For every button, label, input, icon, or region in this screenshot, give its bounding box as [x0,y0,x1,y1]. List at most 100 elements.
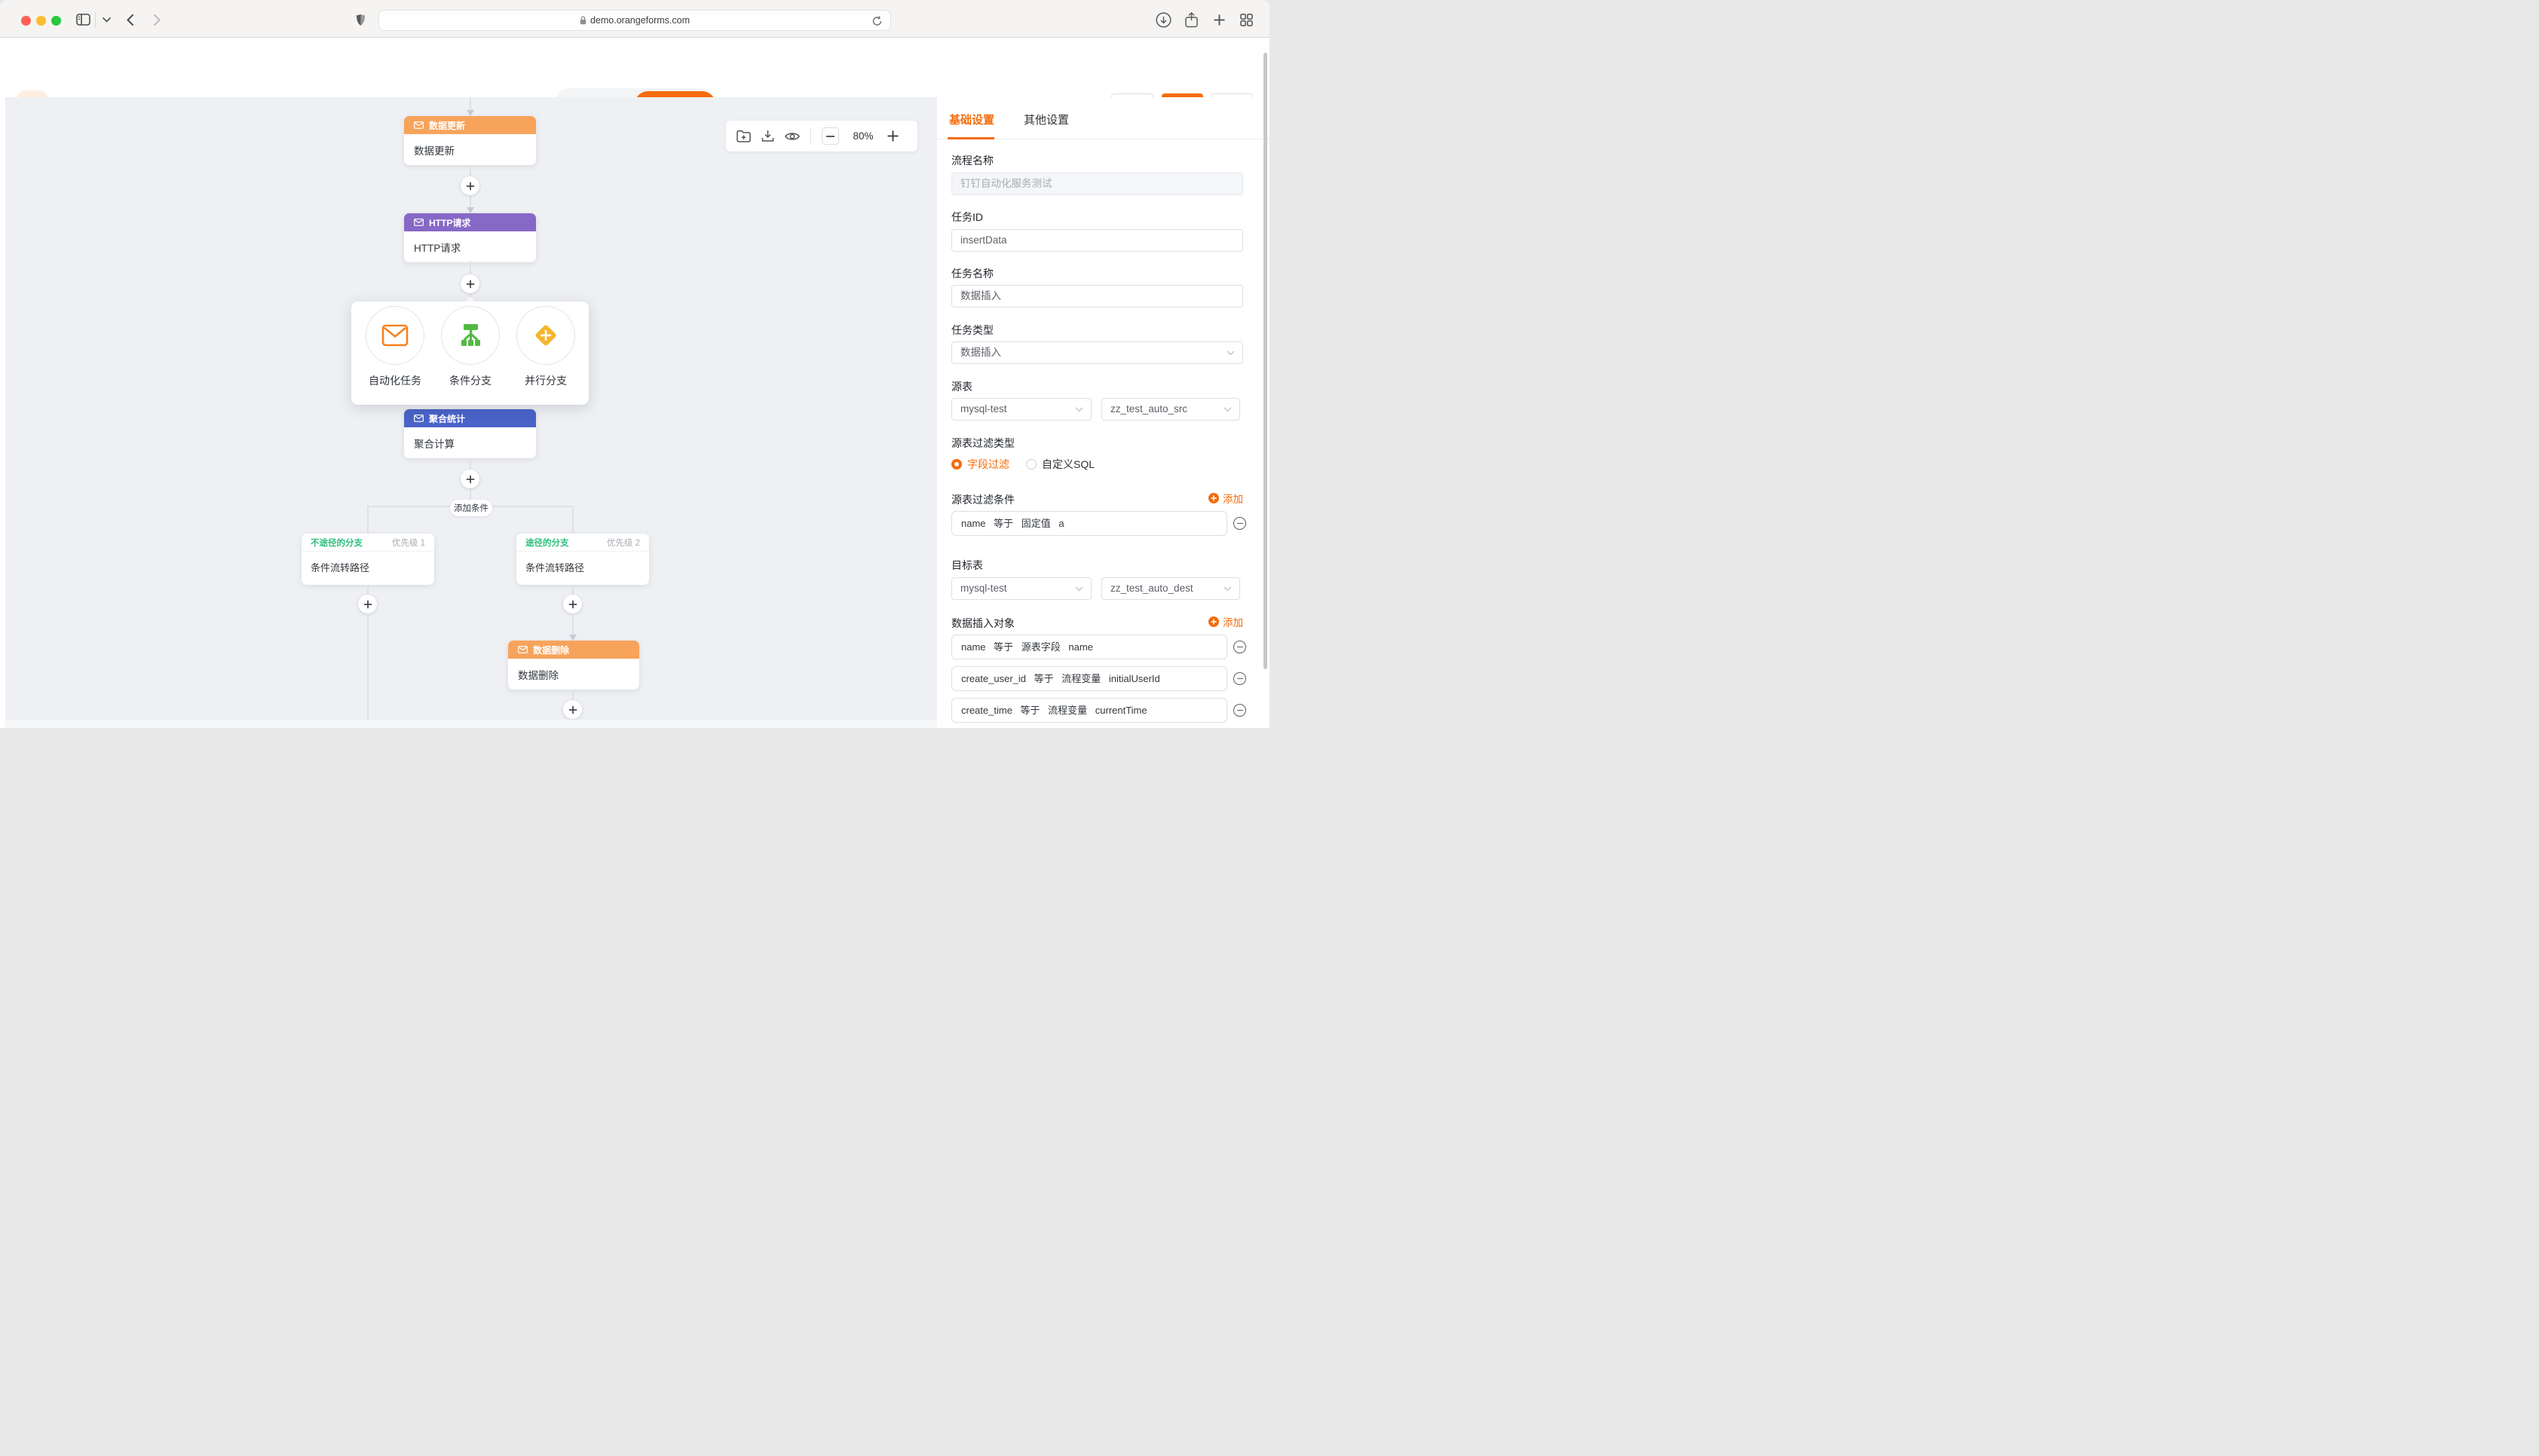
maximize-window-button[interactable] [51,16,61,26]
browser-toolbar: demo.orangeforms.com [0,0,1270,38]
node-data-delete[interactable]: 数据删除 数据删除 [508,641,639,690]
insert-object-row[interactable]: create_user_id 等于 流程变量 initialUserId [951,666,1227,691]
task-name-label: 任务名称 [951,268,994,280]
flow-name-input[interactable]: 钉钉自动化服务测试 [951,173,1243,195]
add-node-button[interactable] [461,470,479,488]
parallel-branch-circle[interactable] [516,306,575,365]
zoom-level: 80% [853,130,874,142]
branch-node-left[interactable]: 不途径的分支 优先级 1 条件流转路径 [302,534,434,585]
plus-circle-icon [1208,493,1219,503]
dest-table-select[interactable]: zz_test_auto_dest [1101,577,1240,600]
chevron-down-icon [1224,407,1232,412]
filter-condition-label: 源表过滤条件 [951,494,1015,506]
url-text: demo.orangeforms.com [590,15,690,26]
popup-item-parallel-branch[interactable]: 并行分支 [508,306,583,388]
canvas-toolbar: 80% [726,121,917,151]
zoom-out-button[interactable] [822,127,839,145]
node-data-delete-body: 数据删除 [518,669,559,681]
add-insert-object-link[interactable]: 添加 [1208,614,1243,629]
add-condition-button[interactable]: 添加条件 [450,500,492,516]
add-node-popup: 自动化任务 条件分支 [351,301,589,405]
task-id-input[interactable]: insertData [951,229,1243,252]
add-node-button[interactable] [358,595,377,613]
remove-insert-object-button[interactable] [1233,641,1246,653]
export-download-icon[interactable] [761,130,774,142]
condition-branch-circle[interactable] [441,306,500,365]
popup-item-label: 自动化任务 [369,375,421,387]
dest-datasource-value: mysql-test [960,583,1007,594]
popup-item-condition-branch[interactable]: 条件分支 [433,306,508,388]
branch-left-priority: 优先级 1 [391,538,425,548]
source-table-label: 源表 [951,381,972,393]
add-filter-condition-link[interactable]: 添加 [1208,491,1243,506]
radio-custom-sql-label: 自定义SQL [1042,458,1095,470]
back-button[interactable] [121,11,139,29]
add-node-button[interactable] [461,176,479,195]
flow-name-label: 流程名称 [951,154,994,167]
forward-button[interactable] [148,11,166,29]
tab-overview-icon[interactable] [1237,11,1255,29]
address-bar[interactable]: demo.orangeforms.com [378,10,891,31]
popup-item-auto-task[interactable]: 自动化任务 [357,306,433,388]
envelope-icon [381,324,409,347]
shield-icon[interactable] [351,11,369,29]
sidebar-toggle-icon[interactable] [74,11,92,29]
reload-icon[interactable] [872,16,882,26]
add-node-button[interactable] [461,274,479,293]
remove-insert-object-button[interactable] [1233,704,1246,717]
remove-filter-condition-button[interactable] [1233,517,1246,530]
tab-other-settings[interactable]: 其他设置 [1024,114,1070,127]
add-node-button[interactable] [563,700,582,719]
envelope-icon [518,646,528,653]
source-table-select[interactable]: zz_test_auto_src [1101,398,1240,421]
insert-object-row[interactable]: create_time 等于 流程变量 currentTime [951,698,1227,723]
app-window: demo.orangeforms.com 橙单流程设计 [0,0,1270,728]
share-icon[interactable] [1182,11,1200,29]
envelope-icon [414,414,424,422]
popup-item-label: 条件分支 [449,375,492,387]
arrowhead-icon [467,207,474,213]
radio-unselected-icon [1026,459,1037,470]
radio-field-filter[interactable]: 字段过滤 [951,457,1009,472]
new-flow-icon[interactable] [737,130,751,142]
panel-tabs: 基础设置 其他设置 [937,97,1270,139]
add-link-label: 添加 [1223,494,1243,505]
node-http-request[interactable]: HTTP请求 HTTP请求 [404,213,536,262]
connector-line [367,613,369,720]
radio-custom-sql[interactable]: 自定义SQL [1026,457,1095,472]
remove-insert-object-button[interactable] [1233,672,1246,685]
active-tab-indicator [948,137,994,139]
connector-line [572,506,574,535]
node-data-update[interactable]: 数据更新 数据更新 [404,116,536,165]
lock-icon [580,16,587,25]
node-aggregate[interactable]: 聚合统计 聚合计算 [404,409,536,458]
branch-right-body: 条件流转路径 [525,562,585,574]
node-data-update-body: 数据更新 [414,145,455,157]
filter-type-label: 源表过滤类型 [951,437,1015,449]
connector-line [367,506,369,535]
source-datasource-select[interactable]: mysql-test [951,398,1092,421]
insert-object-row[interactable]: name 等于 源表字段 name [951,635,1227,659]
downloads-icon[interactable] [1154,11,1172,29]
close-window-button[interactable] [21,16,31,26]
filter-condition-row[interactable]: name 等于 固定值 a [951,511,1227,536]
tab-basic-settings[interactable]: 基础设置 [949,114,995,127]
add-node-button[interactable] [563,595,582,613]
auto-task-circle[interactable] [366,306,424,365]
new-tab-icon[interactable] [1210,11,1228,29]
sidebar-chevron-down-icon[interactable] [97,11,115,29]
minimize-window-button[interactable] [36,16,46,26]
chevron-down-icon [1227,350,1235,356]
branch-right-title: 途径的分支 [525,538,569,548]
branch-left-body: 条件流转路径 [311,562,370,574]
dest-datasource-select[interactable]: mysql-test [951,577,1092,600]
canvas-horizontal-scrollbar[interactable] [5,720,937,728]
dest-table-value: zz_test_auto_dest [1110,583,1193,594]
task-name-input[interactable]: 数据插入 [951,285,1243,307]
connector-line [470,97,471,111]
preview-eye-icon[interactable] [785,131,800,142]
zoom-in-button[interactable] [887,130,899,142]
branch-node-right[interactable]: 途径的分支 优先级 2 条件流转路径 [516,534,649,585]
task-type-select[interactable]: 数据插入 [951,341,1243,364]
page-scrollbar[interactable] [1263,53,1267,669]
